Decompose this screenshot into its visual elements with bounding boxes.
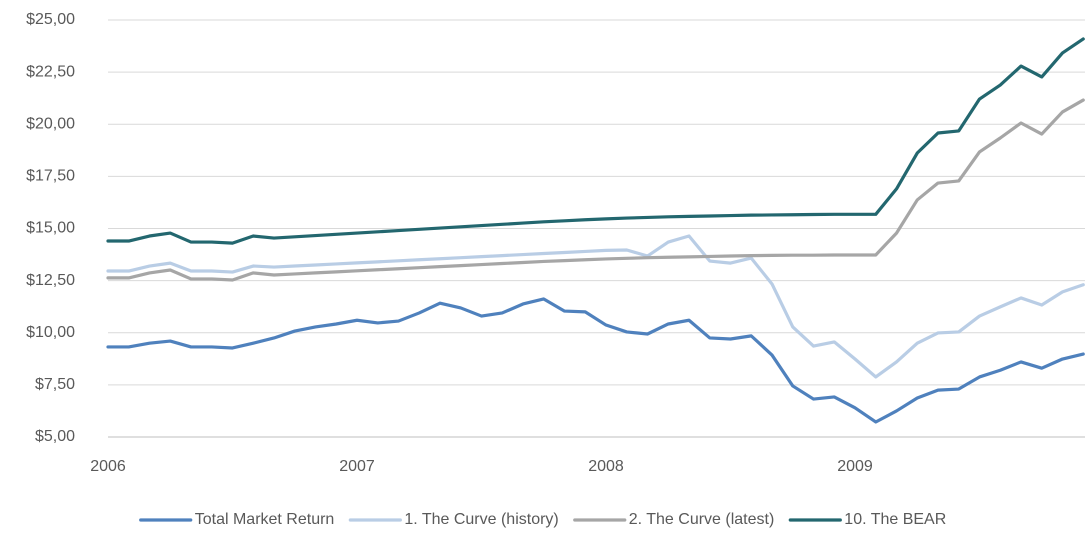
- legend-label: 2. The Curve (latest): [629, 511, 775, 528]
- series-group: [106, 234, 1085, 379]
- line-series: [106, 297, 1085, 424]
- x-tick-label: 2009: [837, 458, 873, 475]
- series-group: [106, 37, 1085, 245]
- line-series: [106, 37, 1085, 245]
- series-group: [106, 98, 1085, 282]
- legend-label: Total Market Return: [195, 511, 335, 528]
- y-tick-label: $25,00: [26, 11, 75, 28]
- x-tick-label: 2008: [588, 458, 624, 475]
- y-tick-label: $10,00: [26, 324, 75, 341]
- series-group: [106, 297, 1085, 424]
- legend-label: 1. The Curve (history): [404, 511, 558, 528]
- y-tick-label: $7,50: [35, 376, 75, 393]
- legend-label: 10. The BEAR: [844, 511, 946, 528]
- y-tick-label: $20,00: [26, 115, 75, 132]
- x-tick-label: 2007: [339, 458, 375, 475]
- y-tick-label: $12,50: [26, 272, 75, 289]
- legend: Total Market Return 1. The Curve (history…: [139, 511, 946, 528]
- x-tick-label: 2006: [90, 458, 126, 475]
- line-series: [106, 234, 1085, 379]
- y-tick-label: $22,50: [26, 63, 75, 80]
- y-tick-label: $15,00: [26, 220, 75, 237]
- y-tick-label: $5,00: [35, 428, 75, 445]
- line-series: [106, 98, 1085, 282]
- y-tick-label: $17,50: [26, 168, 75, 185]
